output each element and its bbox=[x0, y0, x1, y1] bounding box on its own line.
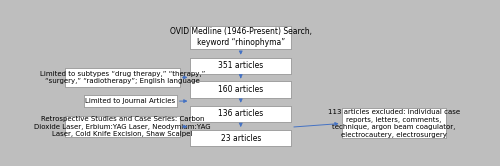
Text: Retrospective Studies and Case Series: Carbon
Dioxide Laser, Erbium:YAG Laser, N: Retrospective Studies and Case Series: C… bbox=[34, 116, 211, 137]
FancyBboxPatch shape bbox=[190, 106, 291, 122]
FancyBboxPatch shape bbox=[190, 130, 291, 146]
Text: Limited to subtypes “drug therapy,” “therapy,”
“surgery,” “radiotherapy”; Englis: Limited to subtypes “drug therapy,” “the… bbox=[40, 71, 205, 84]
Text: 23 articles: 23 articles bbox=[220, 134, 261, 143]
Text: OVID Medline (1946-Present) Search,
keyword “rhinophyma”: OVID Medline (1946-Present) Search, keyw… bbox=[170, 27, 312, 47]
FancyBboxPatch shape bbox=[190, 58, 291, 74]
Text: 136 articles: 136 articles bbox=[218, 109, 264, 118]
Text: 160 articles: 160 articles bbox=[218, 85, 264, 94]
Text: Limited to Journal Articles: Limited to Journal Articles bbox=[85, 98, 176, 104]
FancyBboxPatch shape bbox=[84, 95, 177, 107]
FancyBboxPatch shape bbox=[190, 26, 291, 49]
FancyBboxPatch shape bbox=[342, 108, 446, 138]
Text: 113 articles excluded: individual case
reports, letters, comments,
technique, ar: 113 articles excluded: individual case r… bbox=[328, 109, 460, 138]
FancyBboxPatch shape bbox=[190, 81, 291, 98]
Text: 351 articles: 351 articles bbox=[218, 61, 264, 70]
FancyBboxPatch shape bbox=[66, 68, 180, 87]
FancyBboxPatch shape bbox=[66, 116, 180, 137]
